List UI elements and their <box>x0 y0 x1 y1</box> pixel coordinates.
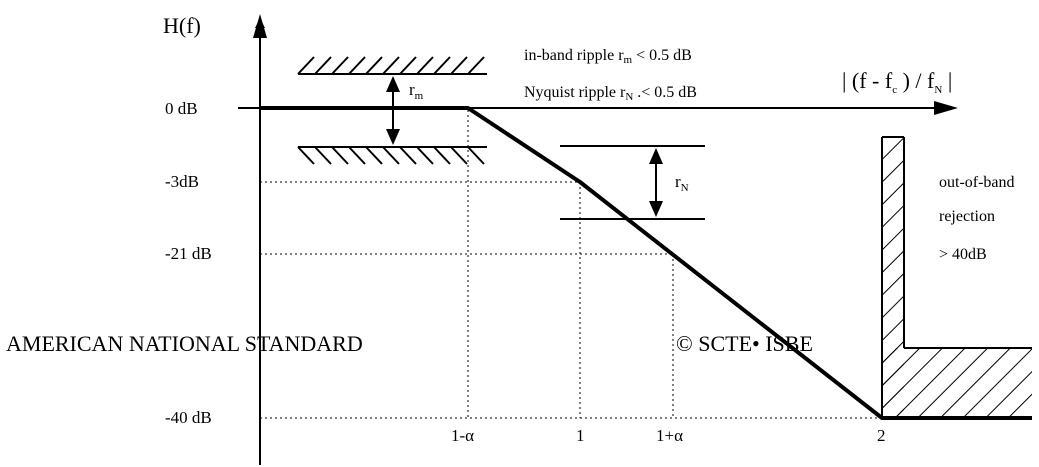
rm-label: rm <box>409 80 424 102</box>
x-tick-2: 2 <box>877 426 886 445</box>
y-tick-minus40db: -40 dB <box>165 408 212 427</box>
x-axis-arrowhead-icon <box>934 101 958 115</box>
rejection-line2: rejection <box>939 208 995 225</box>
rm-double-arrow-icon <box>386 76 400 145</box>
rejection-floor-band <box>882 347 1032 418</box>
guide-lines <box>260 110 882 419</box>
x-tick-1: 1 <box>576 426 585 445</box>
watermark-copyright: © SCTE• ISBE <box>676 331 813 356</box>
inband-lower-bound <box>297 146 487 165</box>
y-tick-minus21db: -21 dB <box>165 244 212 263</box>
rejection-vertical-band <box>881 136 905 418</box>
inband-upper-bound <box>297 56 487 75</box>
nyquist-ripple-note: Nyquist ripple rN .< 0.5 dB <box>524 84 697 103</box>
inband-ripple-note: in-band ripple rm < 0.5 dB <box>524 47 692 66</box>
rejection-line3: > 40dB <box>939 246 987 263</box>
x-axis-label: | (f - fc ) / fN | <box>842 68 952 96</box>
x-tick-1-plus-alpha: 1+α <box>656 426 683 445</box>
y-axis-arrowhead-icon <box>253 14 267 38</box>
x-tick-1-minus-alpha: 1-α <box>451 426 474 445</box>
watermark-standard: AMERICAN NATIONAL STANDARD <box>6 331 363 356</box>
rn-label: rN <box>675 172 689 194</box>
y-axis-label: H(f) <box>163 13 201 38</box>
rejection-line1: out-of-band <box>939 174 1015 191</box>
y-tick-minus3db: -3dB <box>165 172 199 191</box>
y-tick-0db: 0 dB <box>165 99 198 118</box>
rn-double-arrow-icon <box>649 148 663 217</box>
